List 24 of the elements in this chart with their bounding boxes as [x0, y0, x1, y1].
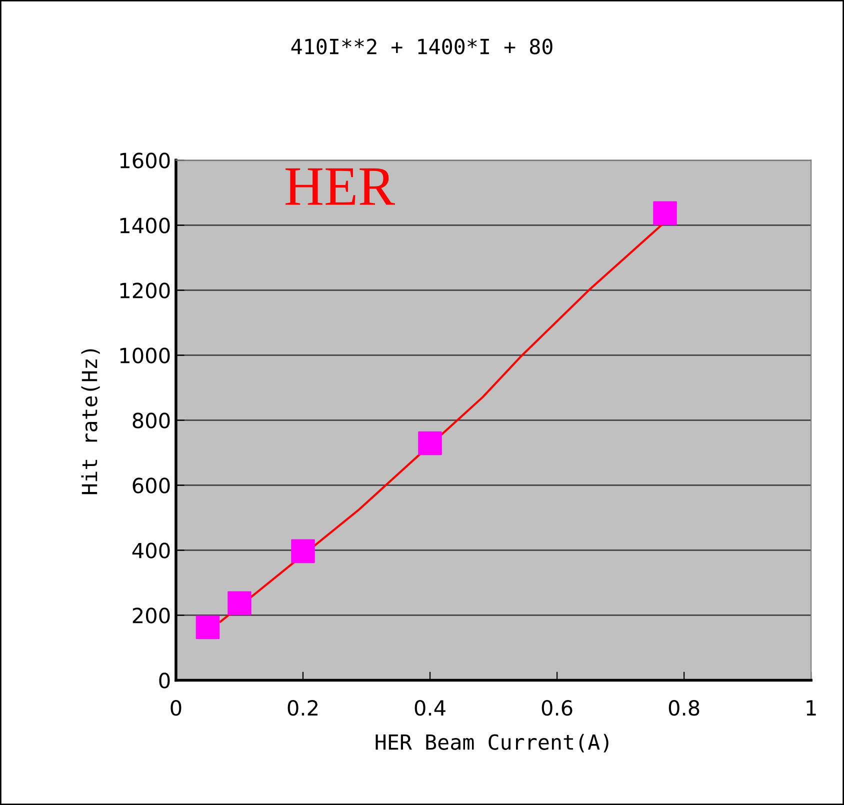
x-axis-title: HER Beam Current(A)	[376, 734, 608, 752]
y-tick-label: 600	[132, 478, 170, 494]
point	[228, 591, 252, 616]
point	[418, 431, 442, 456]
x-tick-label: 1	[806, 700, 816, 716]
chart-title: 410I**2 + 1400*I + 80	[291, 38, 552, 54]
y-tick-label: 1200	[120, 282, 170, 298]
point	[653, 201, 677, 226]
point	[291, 539, 315, 564]
x-tick-label: 0.8	[668, 700, 700, 716]
y-tick-label: 0	[159, 672, 170, 688]
y-tick-label: 1600	[120, 152, 170, 168]
annotation: HER	[286, 168, 395, 205]
y-tick-label: 1000	[120, 348, 170, 364]
x-tick-label: 0.6	[542, 700, 572, 716]
y-axis-title: Hit rate(Hz)	[81, 349, 100, 494]
point	[196, 615, 220, 640]
y-tick-label: 200	[132, 608, 170, 624]
y-tick-label: 1400	[120, 218, 170, 234]
x-tick-label: 0	[170, 700, 182, 716]
y-tick-label: 400	[132, 542, 170, 558]
x-tick-label: 0.4	[414, 700, 446, 716]
y-tick-label: 800	[132, 412, 170, 428]
x-tick-label: 0.2	[288, 700, 318, 716]
